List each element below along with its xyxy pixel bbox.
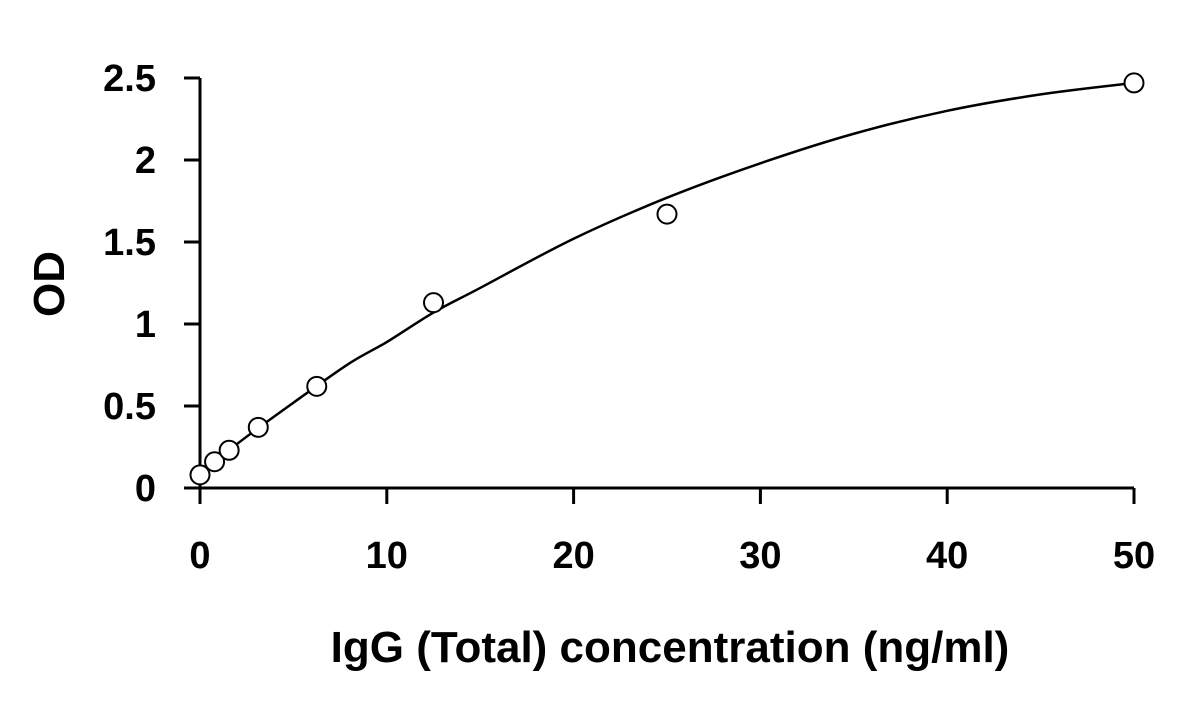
data-point (247, 416, 269, 438)
y-axis-title: OD (25, 251, 74, 317)
data-point (306, 375, 328, 397)
data-point (189, 464, 211, 486)
x-tick-label: 10 (366, 535, 408, 577)
data-point (1123, 72, 1145, 94)
data-point (423, 292, 444, 314)
data-point (656, 203, 678, 225)
y-tick-label: 0.5 (103, 386, 156, 428)
data-point (204, 451, 226, 473)
y-tick-label: 1.5 (103, 222, 156, 264)
tick-labels-layer: 0 0.5 1 1.5 2 2.5 0 10 20 30 40 50 (103, 58, 1155, 577)
data-point (218, 439, 240, 461)
x-tick-label: 20 (552, 535, 594, 577)
fit-curve-line (199, 81, 1135, 476)
x-axis-title: IgG (Total) concentration (ng/ml) (331, 623, 1010, 672)
x-tick-label: 30 (739, 535, 781, 577)
axes (184, 76, 1136, 504)
x-tick-label: 40 (926, 535, 968, 577)
x-tick-label: 50 (1113, 535, 1155, 577)
x-tick-label: 0 (189, 535, 210, 577)
y-tick-label: 2 (135, 140, 156, 182)
y-tick-label: 1 (135, 304, 156, 346)
y-tick-label: 0 (135, 468, 156, 510)
fit-curve-layer (199, 81, 1135, 476)
data-points-layer (189, 72, 1145, 486)
y-tick-label: 2.5 (103, 58, 156, 100)
